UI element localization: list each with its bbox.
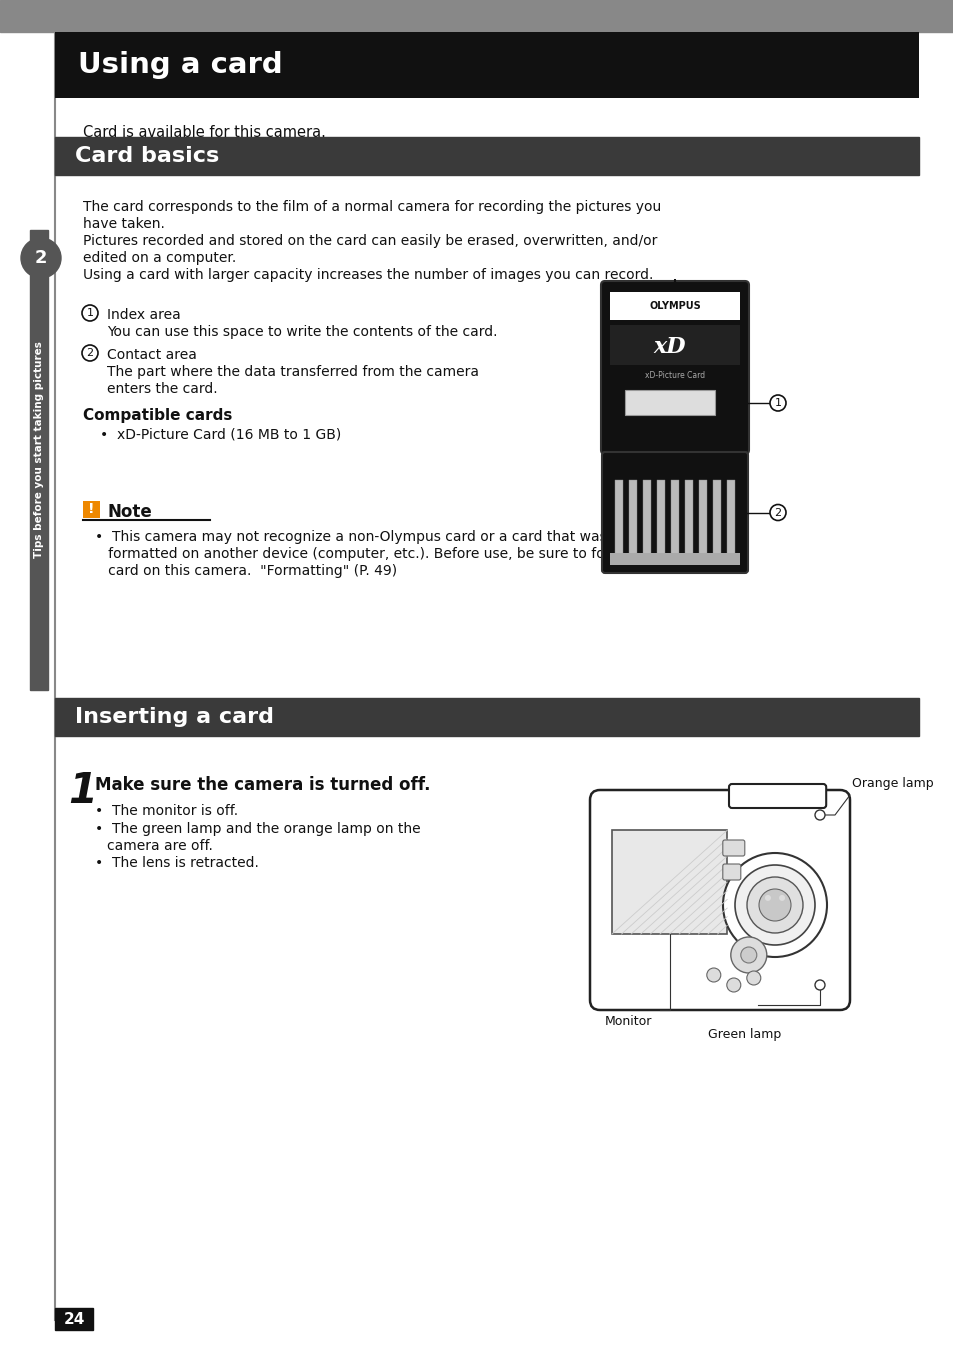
Text: •  This camera may not recognize a non-Olympus card or a card that was: • This camera may not recognize a non-Ol… [95,531,606,544]
Bar [609,554,740,565]
Bar [642,480,650,555]
Bar [609,292,740,320]
Text: Make sure the camera is turned off.: Make sure the camera is turned off. [95,776,430,794]
Circle shape [82,305,98,322]
Text: 1: 1 [774,398,781,408]
Circle shape [740,947,756,963]
Circle shape [734,864,814,944]
Bar [55,697,918,735]
Text: 2: 2 [87,347,93,358]
Text: edited on a computer.: edited on a computer. [83,251,236,265]
FancyBboxPatch shape [601,452,747,573]
Circle shape [814,980,824,991]
Text: Inserting a card: Inserting a card [75,707,274,727]
Text: The card corresponds to the film of a normal camera for recording the pictures y: The card corresponds to the film of a no… [83,199,660,214]
Bar [684,480,692,555]
Circle shape [730,936,766,973]
Text: Using a card: Using a card [78,52,282,79]
Text: Orange lamp: Orange lamp [851,778,933,790]
Circle shape [746,972,760,985]
Circle shape [722,854,826,957]
Circle shape [779,894,784,901]
FancyBboxPatch shape [600,281,748,455]
Text: •  The lens is retracted.: • The lens is retracted. [95,856,258,870]
Circle shape [706,968,720,982]
Text: Card is available for this camera.: Card is available for this camera. [83,125,326,140]
Text: formatted on another device (computer, etc.). Before use, be sure to format the: formatted on another device (computer, e… [95,547,664,560]
Text: Note: Note [108,503,152,521]
Bar [624,389,714,415]
Text: You can use this space to write the contents of the card.: You can use this space to write the cont… [107,324,497,339]
Text: Compatible cards: Compatible cards [83,408,233,423]
Text: •  The green lamp and the orange lamp on the: • The green lamp and the orange lamp on … [95,822,420,836]
Bar [699,480,706,555]
Text: •  xD-Picture Card (16 MB to 1 GB): • xD-Picture Card (16 MB to 1 GB) [100,427,341,442]
Text: 24: 24 [63,1311,85,1327]
Bar [712,480,720,555]
FancyBboxPatch shape [722,864,740,879]
Bar [55,33,918,98]
Text: Using a card with larger capacity increases the number of images you can record.: Using a card with larger capacity increa… [83,267,653,282]
Circle shape [746,877,802,934]
Circle shape [764,894,770,901]
FancyBboxPatch shape [722,840,744,856]
Text: card on this camera.  "Formatting" (P. 49): card on this camera. "Formatting" (P. 49… [95,565,396,578]
Bar [615,480,622,555]
Text: The part where the data transferred from the camera: The part where the data transferred from… [107,365,478,379]
Bar [83,501,100,518]
Text: xD-Picture Card: xD-Picture Card [644,370,704,380]
Circle shape [21,237,61,278]
Bar [628,480,637,555]
Circle shape [759,889,790,921]
Text: have taken.: have taken. [83,217,165,231]
Circle shape [769,505,785,521]
Text: Pictures recorded and stored on the card can easily be erased, overwritten, and/: Pictures recorded and stored on the card… [83,233,657,248]
Text: 1: 1 [87,308,93,318]
Bar [726,480,734,555]
Text: Index area: Index area [107,308,180,322]
Circle shape [769,395,785,411]
FancyBboxPatch shape [589,790,849,1010]
Bar [670,480,679,555]
Bar [657,480,664,555]
Bar [55,137,918,175]
Text: !: ! [89,502,94,516]
Text: Green lamp: Green lamp [707,1029,781,1041]
Text: Monitor: Monitor [604,1015,652,1029]
Text: Tips before you start taking pictures: Tips before you start taking pictures [34,342,44,559]
Bar [55,1308,92,1330]
Text: 2: 2 [774,508,781,517]
Circle shape [82,345,98,361]
Circle shape [726,978,740,992]
FancyBboxPatch shape [728,784,825,807]
Bar [0,0,953,33]
Text: OLYMPUS: OLYMPUS [648,301,700,311]
Bar [612,830,726,934]
Bar [30,229,48,689]
Text: 1: 1 [68,769,97,811]
Text: Card basics: Card basics [75,147,219,166]
Bar [609,324,740,365]
Text: 2: 2 [34,248,48,267]
Text: enters the card.: enters the card. [107,383,217,396]
Text: •  The monitor is off.: • The monitor is off. [95,803,238,818]
Circle shape [814,810,824,820]
Text: xD: xD [653,337,685,358]
Text: camera are off.: camera are off. [107,839,213,854]
Text: Contact area: Contact area [107,347,196,362]
